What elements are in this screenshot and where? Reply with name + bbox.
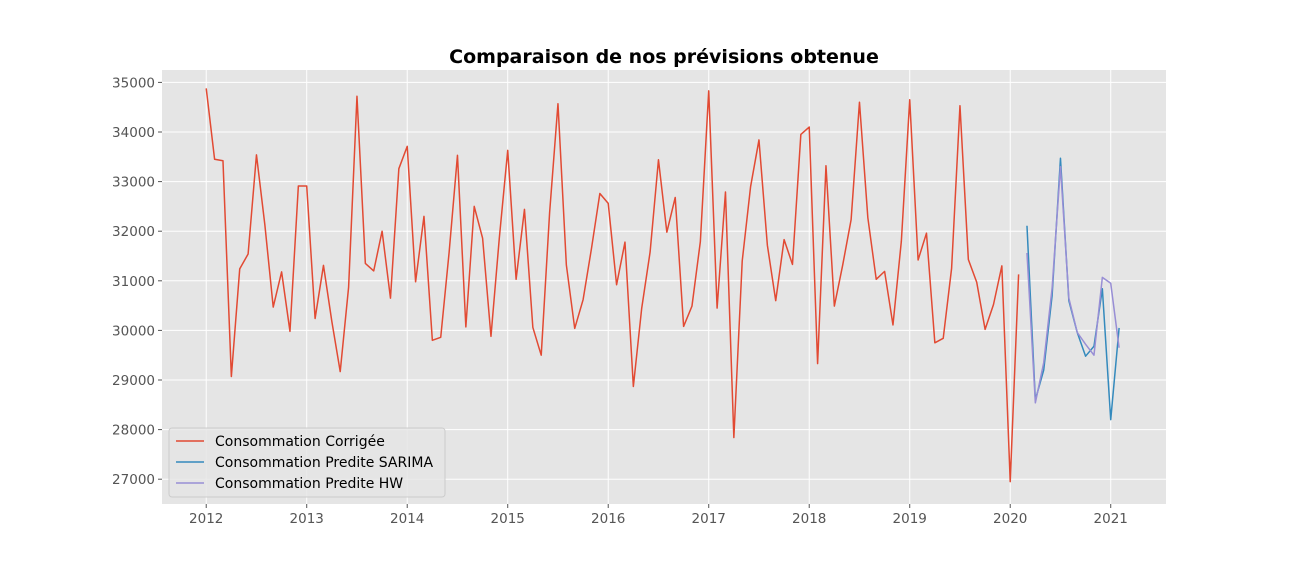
x-tick-label: 2012: [189, 511, 223, 527]
y-tick-label: 28000: [112, 423, 155, 439]
series-line-1: [205, 88, 1020, 483]
y-tick-label: 35000: [112, 75, 155, 91]
x-tick-label: 2017: [692, 511, 726, 527]
y-tick-label: 32000: [112, 224, 155, 240]
y-tick-label: 31000: [112, 274, 155, 290]
series-lines: [205, 88, 1120, 483]
legend-box: [168, 427, 446, 498]
x-tick-label: 2020: [993, 511, 1027, 527]
x-tick-label: 2016: [591, 511, 625, 527]
legend: Consommation Corrigée Consommation Predit…: [168, 427, 446, 498]
legend-item: Consommation Corrigée: [176, 434, 385, 450]
legend-label: Consommation Corrigée: [215, 434, 385, 450]
chart-title: Comparaison de nos prévisions obtenue: [449, 46, 879, 68]
x-tick-label: 2014: [390, 511, 424, 527]
y-tick-label: 27000: [112, 472, 155, 488]
x-axis-ticks: 2012 2013 2014 2015 2016 2017 2018 2019 2020 2021: [189, 504, 1128, 527]
y-tick-label: 34000: [112, 125, 155, 141]
legend-item: Consommation Predite SARIMA: [176, 455, 433, 471]
x-tick-label: 2018: [792, 511, 826, 527]
y-tick-label: 30000: [112, 323, 155, 339]
x-tick-label: 2021: [1094, 511, 1128, 527]
y-tick-label: 33000: [112, 175, 155, 191]
x-tick-label: 2015: [491, 511, 525, 527]
legend-label: Consommation Predite HW: [215, 476, 403, 492]
y-axis-ticks: 27000 28000 29000 30000 31000 32000 33000 34000…: [112, 75, 162, 488]
x-tick-label: 2013: [290, 511, 324, 527]
legend-label: Consommation Predite SARIMA: [215, 455, 433, 471]
y-tick-label: 29000: [112, 373, 155, 389]
legend-item: Consommation Predite HW: [176, 476, 403, 492]
x-tick-label: 2019: [893, 511, 927, 527]
series-line-3: [1026, 165, 1120, 404]
